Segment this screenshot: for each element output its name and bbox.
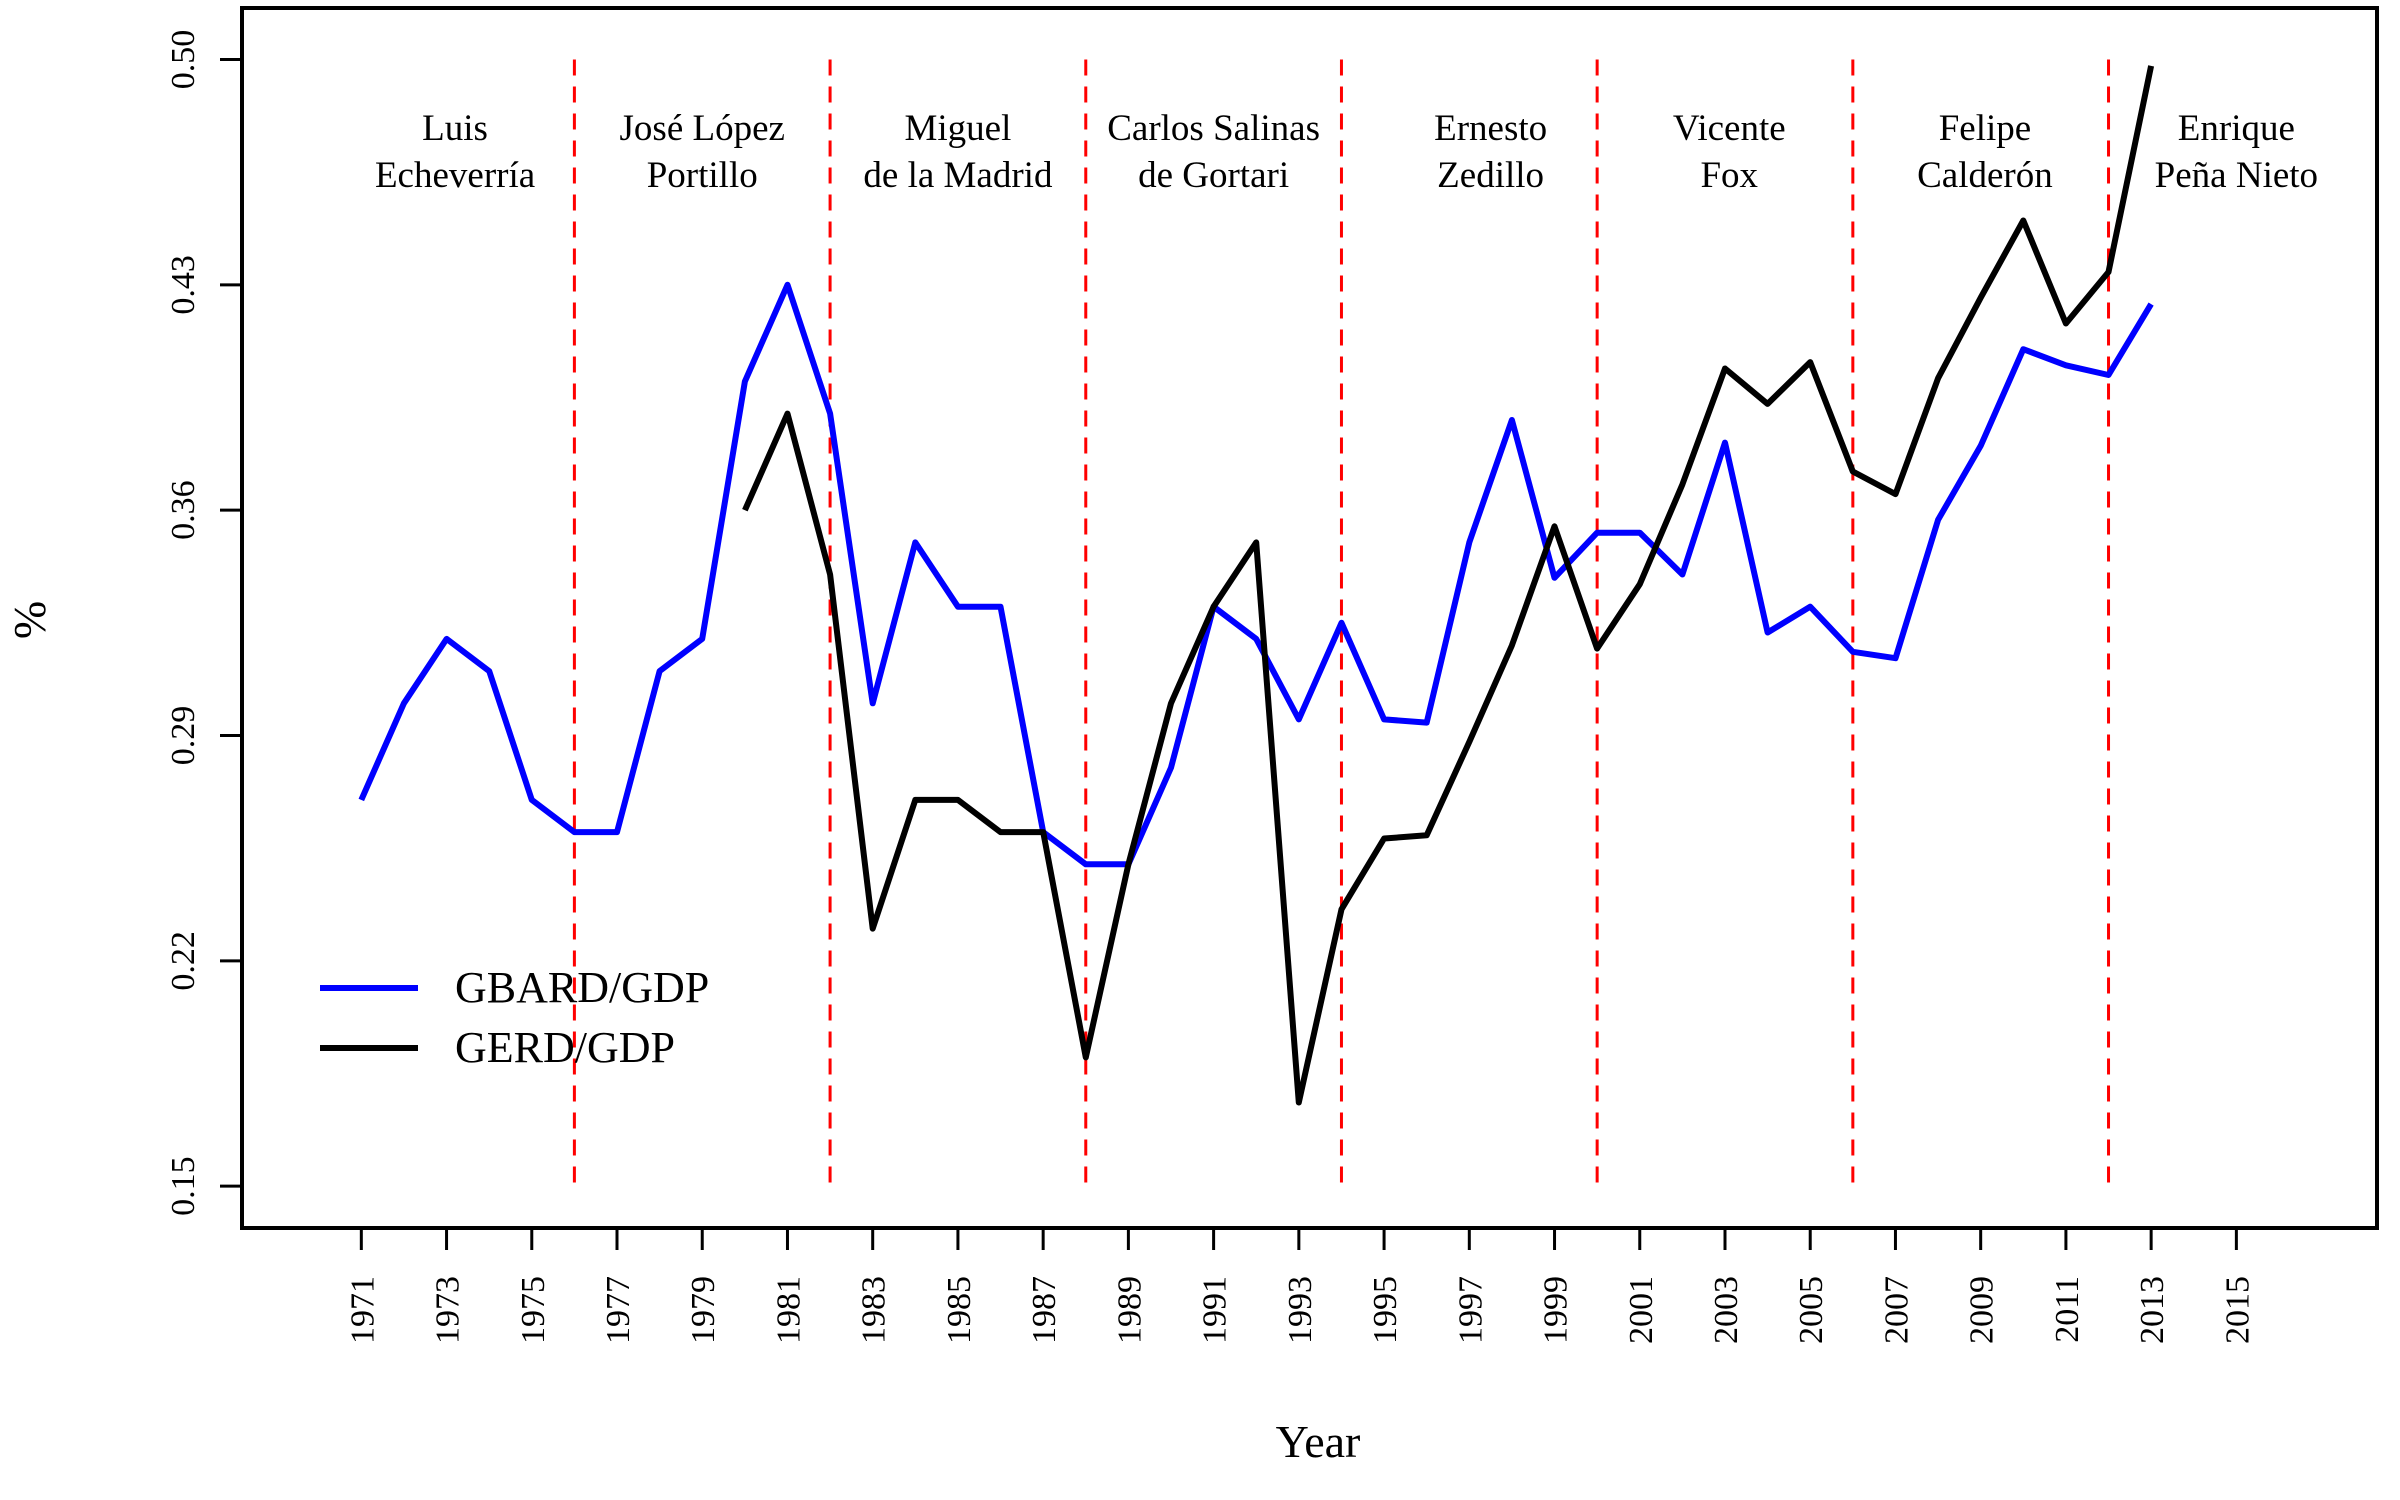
- president-label-line1: Luis: [422, 108, 488, 149]
- x-tick-label: 1995: [1367, 1276, 1404, 1344]
- x-tick-label: 1983: [856, 1276, 893, 1344]
- x-tick-label: 2001: [1623, 1276, 1660, 1344]
- x-tick-label: 1989: [1111, 1276, 1148, 1344]
- y-tick-label: 0.50: [165, 30, 202, 90]
- president-label-line2: Zedillo: [1437, 155, 1544, 196]
- y-tick-label: 0.22: [165, 931, 202, 991]
- x-tick-label: 1975: [515, 1276, 552, 1344]
- president-label-line1: Miguel: [904, 108, 1011, 149]
- series-lines: [358, 65, 2155, 1106]
- series-line-gerd: [742, 65, 2155, 1106]
- x-tick-label: 1985: [941, 1276, 978, 1344]
- president-label-line1: Vicente: [1673, 108, 1786, 149]
- y-axis-title: %: [4, 601, 55, 639]
- x-tick-label: 1991: [1197, 1276, 1234, 1344]
- president-label-line2: Fox: [1700, 155, 1758, 196]
- president-labels: Luis Echeverría José López Portillo Miguel de…: [375, 108, 2318, 196]
- y-tick-label: 0.36: [165, 480, 202, 540]
- president-label-line2: Calderón: [1917, 155, 2053, 196]
- x-tick-label: 1981: [770, 1276, 807, 1344]
- series-line-gbard: [358, 281, 2154, 868]
- plot-frame: [240, 6, 2379, 1230]
- president-label-line1: Enrique: [2178, 108, 2295, 149]
- y-tick-label: 0.29: [165, 706, 202, 766]
- x-tick-label: 2007: [1878, 1276, 1915, 1344]
- president-label-line2: Portillo: [647, 155, 758, 196]
- legend-label-gerd: GERD/GDP: [455, 1023, 675, 1072]
- y-tick-label: 0.43: [165, 255, 202, 315]
- x-tick-label: 2005: [1793, 1276, 1830, 1344]
- x-tick-label: 2013: [2134, 1276, 2171, 1344]
- president-label-line2: de Gortari: [1138, 155, 1289, 196]
- y-axis: 0.15 0.22 0.29 0.36 0.43 0.50: [165, 30, 242, 1216]
- president-label-line2: de la Madrid: [863, 155, 1053, 196]
- x-tick-label: 1973: [430, 1276, 467, 1344]
- x-tick-label: 1993: [1282, 1276, 1319, 1344]
- x-tick-label: 2015: [2219, 1276, 2256, 1344]
- x-tick-label: 2003: [1708, 1276, 1745, 1344]
- legend-label-gbard: GBARD/GDP: [455, 963, 709, 1012]
- president-label-line1: Carlos Salinas: [1107, 108, 1320, 149]
- x-tick-label: 1977: [600, 1276, 637, 1344]
- president-label-line2: Echeverría: [375, 155, 535, 196]
- x-tick-label: 2009: [1964, 1276, 2001, 1344]
- president-label-line1: Felipe: [1939, 108, 2031, 149]
- legend: GBARD/GDP GERD/GDP: [320, 963, 709, 1072]
- president-label-line1: Ernesto: [1434, 108, 1547, 149]
- x-tick-label: 2011: [2049, 1276, 2086, 1343]
- x-tick-label: 1999: [1538, 1276, 1575, 1344]
- x-axis-title: Year: [1276, 1416, 1361, 1467]
- y-tick-label: 0.15: [165, 1156, 202, 1216]
- president-label-line1: José López: [620, 108, 785, 149]
- x-tick-label: 1997: [1452, 1276, 1489, 1344]
- x-axis: 1971 1973 1975 1977 1979 1981 1983 1985 1987 1989…: [344, 1228, 2256, 1344]
- x-tick-label: 1971: [344, 1276, 381, 1344]
- president-label-line2: Peña Nieto: [2155, 155, 2318, 196]
- x-tick-label: 1987: [1026, 1276, 1063, 1344]
- x-tick-label: 1979: [685, 1276, 722, 1344]
